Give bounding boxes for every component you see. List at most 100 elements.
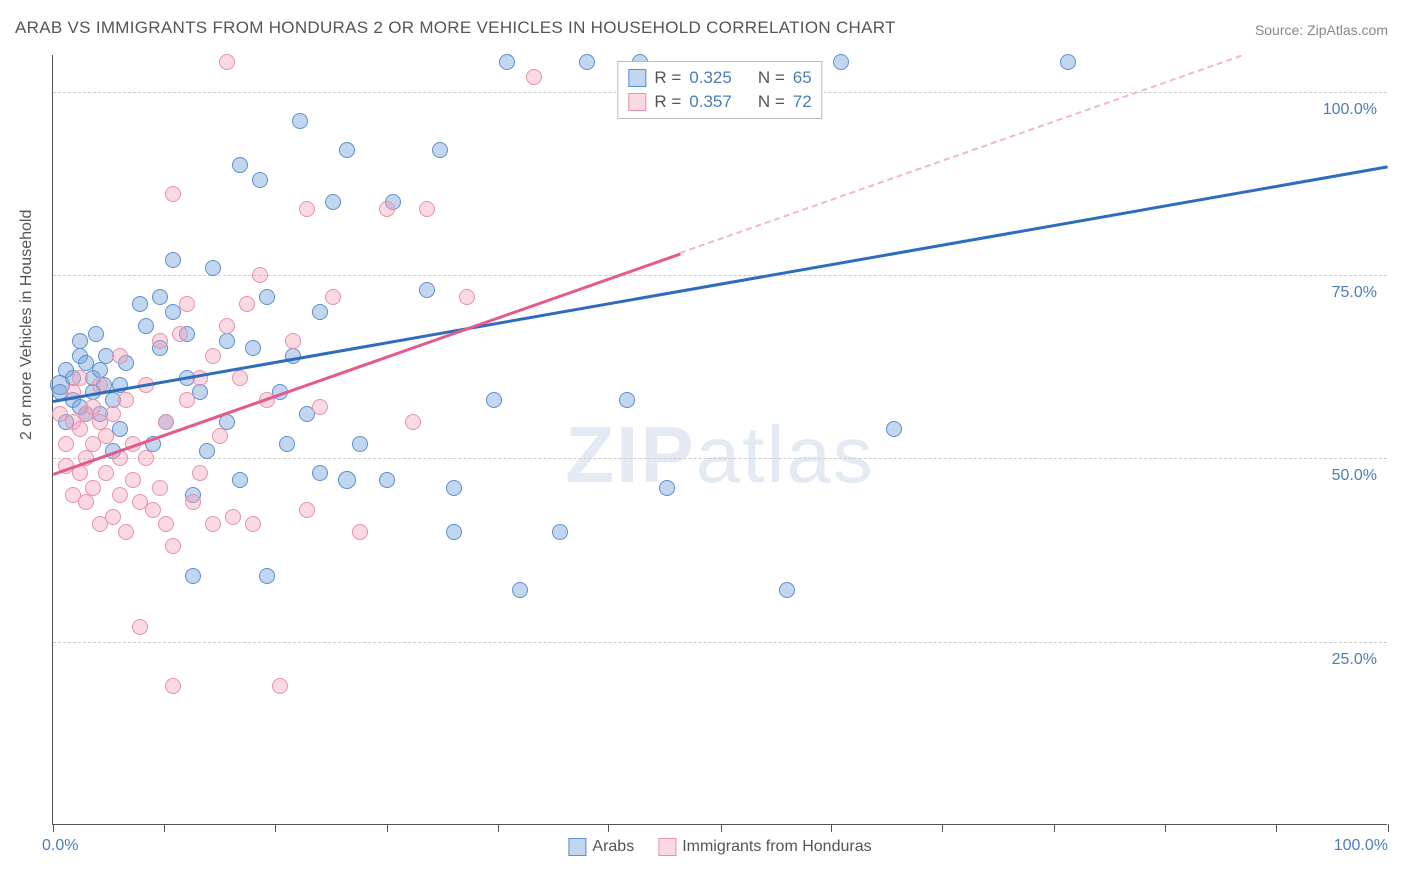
x-tick: [164, 824, 165, 832]
scatter-point: [219, 54, 235, 70]
scatter-point: [165, 538, 181, 554]
scatter-point: [232, 370, 248, 386]
scatter-point: [145, 502, 161, 518]
scatter-point: [72, 370, 88, 386]
scatter-point: [272, 678, 288, 694]
x-axis-origin-label: 0.0%: [42, 837, 78, 855]
scatter-point: [172, 326, 188, 342]
scatter-point: [185, 494, 201, 510]
scatter-point: [165, 252, 181, 268]
chart-container: ARAB VS IMMIGRANTS FROM HONDURAS 2 OR MO…: [0, 0, 1406, 892]
scatter-point: [125, 472, 141, 488]
scatter-point: [152, 480, 168, 496]
gridline: [53, 642, 1387, 643]
scatter-point: [292, 113, 308, 129]
scatter-point: [118, 392, 134, 408]
scatter-point: [199, 443, 215, 459]
x-tick: [1388, 824, 1389, 832]
scatter-point: [446, 524, 462, 540]
legend-swatch: [658, 838, 676, 856]
x-tick: [1054, 824, 1055, 832]
watermark-bold: ZIP: [565, 410, 695, 499]
source-value: ZipAtlas.com: [1307, 22, 1388, 38]
scatter-point: [179, 296, 195, 312]
scatter-point: [486, 392, 502, 408]
scatter-point: [239, 296, 255, 312]
y-axis-label: 2 or more Vehicles in Household: [18, 210, 36, 440]
scatter-point: [379, 201, 395, 217]
scatter-point: [259, 289, 275, 305]
scatter-point: [232, 472, 248, 488]
x-tick: [498, 824, 499, 832]
x-tick: [608, 824, 609, 832]
scatter-point: [219, 333, 235, 349]
chart-title: ARAB VS IMMIGRANTS FROM HONDURAS 2 OR MO…: [15, 18, 896, 38]
watermark: ZIPatlas: [565, 409, 874, 501]
r-value: 0.325: [689, 66, 732, 90]
r-label: R =: [654, 66, 681, 90]
n-label: N =: [758, 90, 785, 114]
scatter-point: [225, 509, 241, 525]
scatter-point: [105, 406, 121, 422]
scatter-point: [118, 524, 134, 540]
x-tick: [1165, 824, 1166, 832]
scatter-point: [78, 494, 94, 510]
scatter-point: [779, 582, 795, 598]
scatter-point: [552, 524, 568, 540]
scatter-point: [325, 194, 341, 210]
scatter-point: [212, 428, 228, 444]
scatter-point: [92, 362, 108, 378]
scatter-point: [432, 142, 448, 158]
scatter-point: [232, 157, 248, 173]
scatter-point: [252, 172, 268, 188]
scatter-point: [312, 399, 328, 415]
scatter-point: [179, 392, 195, 408]
x-tick: [1276, 824, 1277, 832]
scatter-point: [132, 296, 148, 312]
scatter-point: [459, 289, 475, 305]
source-credit: Source: ZipAtlas.com: [1255, 22, 1388, 38]
legend-row: R =0.357N =72: [628, 90, 811, 114]
scatter-point: [352, 436, 368, 452]
scatter-point: [299, 502, 315, 518]
scatter-point: [312, 465, 328, 481]
legend-swatch: [568, 838, 586, 856]
watermark-light: atlas: [696, 410, 875, 499]
scatter-point: [192, 465, 208, 481]
scatter-point: [138, 318, 154, 334]
scatter-point: [312, 304, 328, 320]
legend-correlation: R =0.325N =65R =0.357N =72: [617, 61, 822, 119]
x-tick: [387, 824, 388, 832]
scatter-point: [833, 54, 849, 70]
legend-swatch: [628, 69, 646, 87]
scatter-point: [659, 480, 675, 496]
y-tick-label: 50.0%: [1332, 467, 1377, 485]
scatter-point: [245, 340, 261, 356]
scatter-point: [619, 392, 635, 408]
legend-label: Immigrants from Honduras: [682, 838, 871, 856]
scatter-point: [405, 414, 421, 430]
legend-row: R =0.325N =65: [628, 66, 811, 90]
scatter-point: [72, 421, 88, 437]
scatter-point: [259, 568, 275, 584]
x-tick: [831, 824, 832, 832]
x-tick: [721, 824, 722, 832]
scatter-point: [419, 201, 435, 217]
scatter-point: [205, 260, 221, 276]
scatter-point: [105, 509, 121, 525]
scatter-point: [132, 619, 148, 635]
source-label: Source:: [1255, 22, 1303, 38]
x-tick: [275, 824, 276, 832]
scatter-point: [886, 421, 902, 437]
y-tick-label: 25.0%: [1332, 651, 1377, 669]
scatter-point: [205, 516, 221, 532]
scatter-point: [112, 487, 128, 503]
scatter-point: [152, 333, 168, 349]
scatter-point: [579, 54, 595, 70]
scatter-point: [1060, 54, 1076, 70]
legend-series: ArabsImmigrants from Honduras: [568, 838, 871, 856]
legend-swatch: [628, 93, 646, 111]
scatter-point: [245, 516, 261, 532]
scatter-point: [526, 69, 542, 85]
scatter-point: [279, 436, 295, 452]
